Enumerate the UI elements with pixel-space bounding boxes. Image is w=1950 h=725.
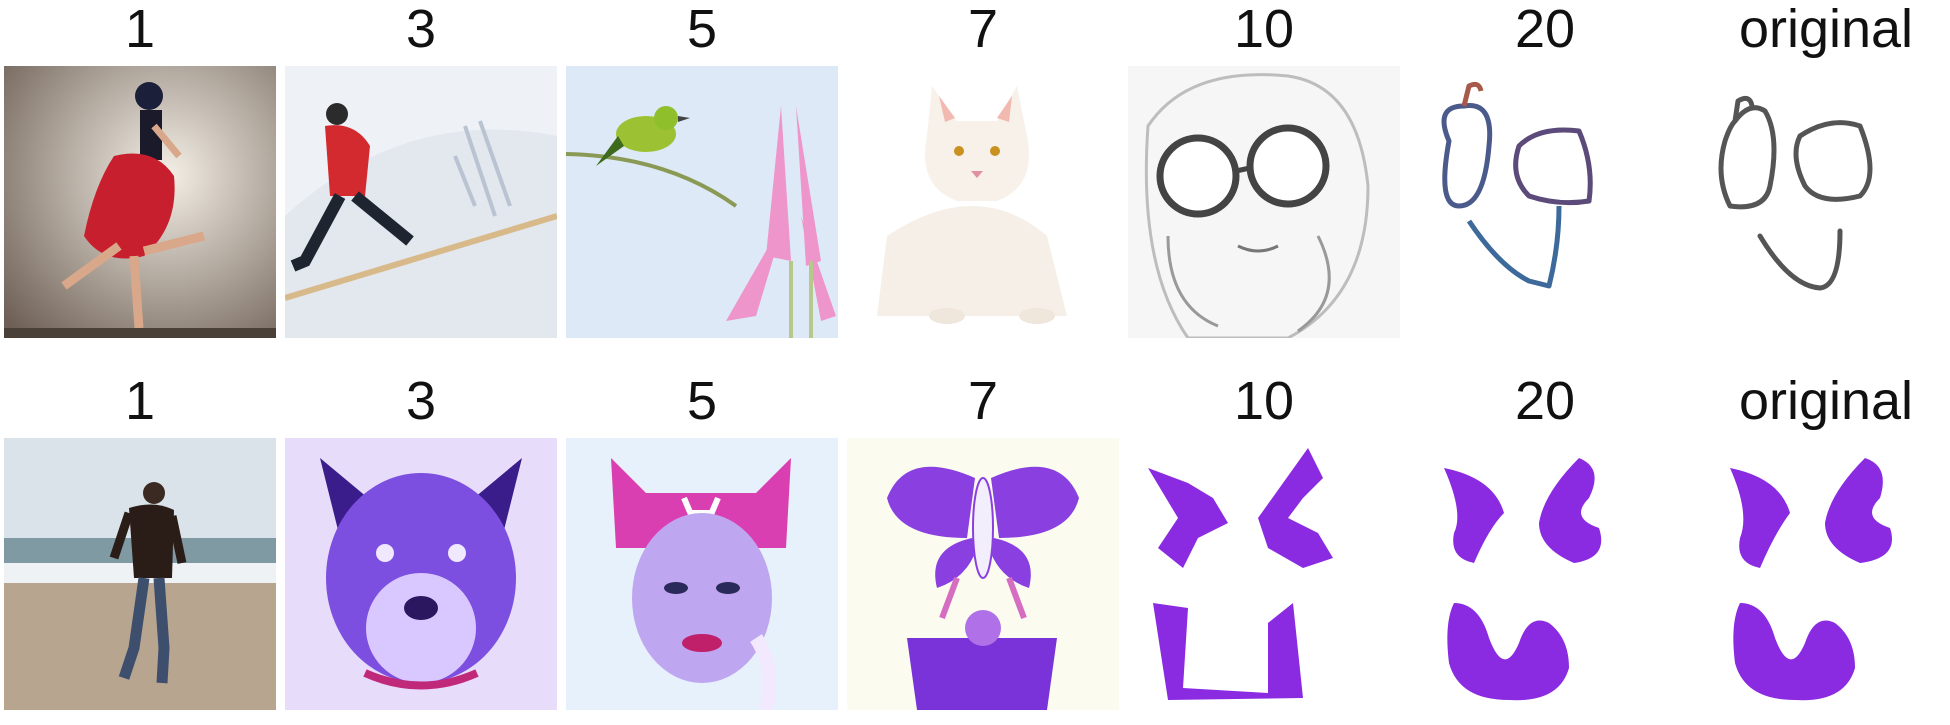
column-5: 10 — [1128, 0, 1400, 353]
purple-butterfly-figure-image — [847, 438, 1119, 710]
white-cat-image — [847, 66, 1119, 338]
step-label: original — [1738, 0, 1914, 59]
face-doodle-colored-image — [1409, 66, 1681, 338]
column-7: original — [1690, 372, 1950, 725]
step-label: original — [1738, 371, 1914, 431]
column-1: 1 — [4, 0, 276, 353]
column-5: 10 — [1128, 372, 1400, 725]
step-label: 3 — [405, 371, 437, 431]
step-label: 20 — [1514, 371, 1576, 431]
woman-with-glasses-sketch-image — [1128, 66, 1400, 338]
step-label: 3 — [405, 0, 437, 59]
step-label: 10 — [1233, 0, 1295, 59]
man-running-on-beach-image — [4, 438, 276, 710]
column-1: 1 — [4, 372, 276, 725]
column-4: 7 — [847, 372, 1119, 725]
purple-shapes-rough-image — [1128, 438, 1400, 710]
step-label: 7 — [967, 0, 999, 59]
step-label: 1 — [124, 371, 156, 431]
column-6: 20 — [1409, 0, 1681, 353]
step-label: 20 — [1514, 0, 1576, 59]
face-doodle-original-image — [1690, 66, 1950, 338]
row-1: 1 3 — [0, 0, 1950, 353]
step-label: 1 — [124, 0, 156, 59]
column-7: original — [1690, 0, 1950, 353]
column-2: 3 — [285, 372, 557, 725]
purple-shapes-original-image — [1690, 438, 1950, 710]
step-label: 10 — [1233, 371, 1295, 431]
bird-on-branch-with-flowers-image — [566, 66, 838, 338]
sampling-steps-figure: 1 3 — [0, 0, 1950, 710]
purple-dog-image — [285, 438, 557, 710]
step-label: 5 — [686, 371, 718, 431]
dancer-red-dress-image — [4, 66, 276, 338]
woman-with-cat-ear-hat-image — [566, 438, 838, 710]
row-2: 1 3 — [0, 372, 1950, 725]
man-running-in-snow-image — [285, 66, 557, 338]
column-6: 20 — [1409, 372, 1681, 725]
purple-shapes-smooth-image — [1409, 438, 1681, 710]
column-2: 3 — [285, 0, 557, 353]
column-3: 5 — [566, 372, 838, 725]
step-label: 5 — [686, 0, 718, 59]
step-label: 7 — [967, 371, 999, 431]
column-3: 5 — [566, 0, 838, 353]
column-4: 7 — [847, 0, 1119, 353]
